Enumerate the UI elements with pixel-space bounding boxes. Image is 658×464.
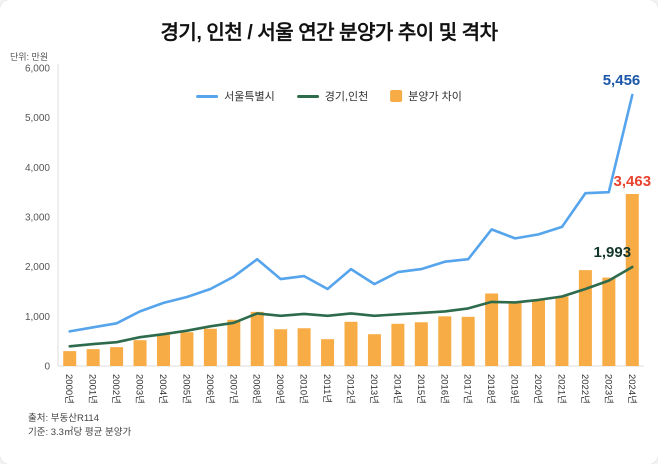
price-gap-bar-swatch bbox=[390, 90, 403, 102]
price-gap-bar bbox=[180, 332, 194, 366]
footer-source: 출처: 부동산R114 bbox=[28, 413, 99, 425]
x-tick-label: 2008년 bbox=[251, 374, 262, 404]
price-gap-bar bbox=[578, 270, 592, 366]
x-tick-label: 2003년 bbox=[134, 374, 145, 404]
y-tick-label: 5,000 bbox=[25, 113, 50, 124]
x-tick-label: 2020년 bbox=[532, 374, 543, 404]
x-tick-label: 2000년 bbox=[63, 374, 74, 404]
price-gap-bar bbox=[321, 339, 335, 366]
x-tick-label: 2021년 bbox=[555, 374, 566, 404]
price-gap-bar bbox=[63, 351, 77, 366]
x-tick-label: 2005년 bbox=[180, 374, 191, 404]
price-gap-bar bbox=[203, 328, 217, 366]
legend-item-seoul: 서울특별시 bbox=[196, 88, 275, 104]
y-tick-label: 3,000 bbox=[25, 213, 50, 224]
y-tick-label: 6,000 bbox=[25, 64, 50, 75]
gyeonggi-incheon-line bbox=[68, 265, 634, 348]
price-gap-bar bbox=[532, 300, 546, 366]
y-tick-label: 2,000 bbox=[25, 262, 50, 273]
price-gap-bar bbox=[438, 316, 452, 366]
x-tick-label: 2011년 bbox=[321, 374, 332, 403]
x-tick-label: 2002년 bbox=[110, 374, 121, 404]
price-gap-bar bbox=[110, 347, 124, 366]
x-tick-label: 2024년 bbox=[626, 374, 637, 404]
x-tick-label: 2009년 bbox=[274, 374, 285, 404]
price-gap-bar bbox=[461, 316, 475, 366]
value-annotation: 1,993 bbox=[594, 244, 632, 261]
seoul-line bbox=[68, 93, 634, 333]
legend-label-gyeonggi-incheon: 경기,인천 bbox=[324, 91, 369, 103]
x-tick-label: 2010년 bbox=[298, 374, 309, 404]
x-tick-label: 2001년 bbox=[87, 374, 98, 404]
y-tick-label: 4,000 bbox=[25, 163, 50, 174]
price-gap-bar bbox=[133, 340, 147, 366]
y-tick-label: 1,000 bbox=[25, 312, 50, 323]
legend-item-price-gap: 분양가 차이 bbox=[390, 88, 462, 104]
price-gap-bar bbox=[274, 329, 288, 366]
chart-title: 경기, 인천 / 서울 연간 분양가 추이 및 격차 bbox=[160, 22, 498, 44]
x-tick-label: 2007년 bbox=[227, 374, 238, 404]
x-tick-label: 2019년 bbox=[509, 374, 520, 404]
y-tick-label: 0 bbox=[44, 362, 50, 373]
chart-footer: 출처: 부동산R114 기준: 3.3㎡당 평균 분양가 bbox=[28, 412, 131, 440]
value-annotation: 5,456 bbox=[603, 72, 641, 89]
footer-basis: 기준: 3.3㎡당 평균 분양가 bbox=[28, 427, 132, 439]
x-tick-label: 2023년 bbox=[602, 374, 613, 404]
seoul-line-swatch bbox=[196, 94, 219, 98]
x-tick-label: 2014년 bbox=[391, 374, 402, 404]
price-gap-bar bbox=[86, 349, 100, 366]
value-annotation: 3,463 bbox=[614, 173, 652, 190]
price-gap-bar bbox=[391, 323, 405, 366]
legend-label-price-gap: 분양가 차이 bbox=[408, 91, 462, 103]
x-tick-label: 2006년 bbox=[204, 374, 215, 404]
price-gap-bar bbox=[625, 194, 639, 366]
price-gap-bar bbox=[508, 301, 522, 366]
price-gap-bar bbox=[555, 296, 569, 366]
chart-legend: 서울특별시 경기,인천 분양가 차이 bbox=[196, 88, 462, 104]
price-gap-bar bbox=[367, 334, 381, 366]
x-tick-label: 2015년 bbox=[415, 374, 426, 404]
legend-item-gyeonggi-incheon: 경기,인천 bbox=[296, 88, 369, 104]
price-gap-bar bbox=[156, 334, 170, 366]
gyeonggi-line-swatch bbox=[296, 94, 319, 98]
legend-label-seoul: 서울특별시 bbox=[224, 91, 275, 103]
price-gap-bar bbox=[344, 321, 358, 366]
x-tick-label: 2016년 bbox=[438, 374, 449, 404]
unit-label: 단위: 만원 bbox=[10, 52, 49, 62]
x-tick-label: 2012년 bbox=[345, 374, 356, 404]
x-tick-label: 2017년 bbox=[462, 374, 473, 404]
x-tick-label: 2004년 bbox=[157, 374, 168, 404]
price-gap-bar bbox=[250, 311, 264, 366]
x-tick-label: 2022년 bbox=[579, 374, 590, 404]
x-tick-label: 2018년 bbox=[485, 374, 496, 404]
price-gap-bar bbox=[297, 328, 311, 366]
price-gap-bar bbox=[602, 277, 616, 366]
price-gap-bar bbox=[485, 293, 499, 366]
x-tick-label: 2013년 bbox=[368, 374, 379, 404]
price-gap-bar bbox=[227, 319, 241, 366]
price-gap-bar bbox=[414, 322, 428, 366]
